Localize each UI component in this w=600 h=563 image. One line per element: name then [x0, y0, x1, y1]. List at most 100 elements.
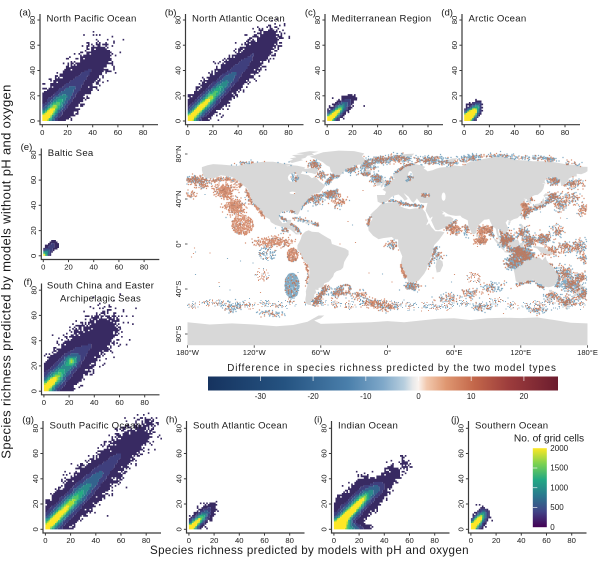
svg-text:60: 60 [29, 311, 38, 320]
svg-text:0: 0 [469, 536, 473, 545]
svg-text:80: 80 [140, 398, 149, 407]
svg-text:0: 0 [40, 128, 44, 137]
svg-text:0: 0 [31, 527, 40, 531]
svg-text:North Atlantic Ocean: North Atlantic Ocean [192, 14, 285, 25]
svg-text:60: 60 [456, 449, 465, 458]
svg-text:(h): (h) [166, 415, 178, 426]
svg-text:60°E: 60°E [446, 348, 463, 357]
svg-text:1000: 1000 [550, 483, 568, 492]
svg-text:40: 40 [510, 128, 519, 137]
svg-text:40: 40 [319, 475, 328, 484]
svg-text:(j): (j) [451, 415, 460, 426]
svg-text:20: 20 [485, 128, 494, 137]
svg-text:60: 60 [114, 128, 123, 137]
svg-text:10: 10 [467, 392, 476, 401]
svg-text:40: 40 [29, 201, 38, 210]
svg-text:20: 20 [29, 226, 38, 235]
svg-text:0: 0 [29, 254, 38, 258]
svg-text:Species richness predicted by: Species richness predicted by models wit… [0, 84, 14, 458]
svg-text:0: 0 [174, 527, 183, 531]
svg-text:20: 20 [66, 536, 75, 545]
svg-text:0: 0 [325, 128, 329, 137]
svg-text:80: 80 [561, 128, 570, 137]
svg-text:(e): (e) [21, 142, 33, 153]
svg-text:0: 0 [456, 527, 465, 531]
svg-text:0: 0 [550, 523, 555, 532]
svg-text:Arctic Ocean: Arctic Ocean [469, 14, 527, 25]
svg-text:40: 40 [313, 66, 322, 75]
svg-text:Archipelagic Seas: Archipelagic Seas [60, 294, 141, 305]
svg-text:60: 60 [405, 536, 414, 545]
svg-text:0: 0 [186, 128, 190, 137]
svg-text:60: 60 [259, 128, 268, 137]
svg-text:40: 40 [29, 336, 38, 345]
svg-text:20: 20 [63, 128, 72, 137]
svg-text:20: 20 [174, 500, 183, 509]
svg-text:80: 80 [29, 286, 38, 295]
svg-text:60: 60 [29, 176, 38, 185]
svg-text:60: 60 [115, 263, 124, 272]
svg-text:0: 0 [43, 536, 47, 545]
svg-text:180°E: 180°E [577, 348, 598, 357]
svg-text:20: 20 [520, 392, 529, 401]
svg-text:North Pacific Ocean: North Pacific Ocean [47, 14, 137, 25]
svg-text:80: 80 [140, 263, 149, 272]
svg-text:-30: -30 [255, 392, 267, 401]
svg-text:Indian Ocean: Indian Ocean [338, 421, 398, 432]
svg-text:80: 80 [430, 536, 439, 545]
svg-text:0: 0 [319, 527, 328, 531]
svg-text:South China and Easter: South China and Easter [47, 281, 155, 292]
svg-text:20: 20 [173, 92, 182, 101]
svg-text:60: 60 [542, 536, 551, 545]
svg-text:60: 60 [450, 41, 459, 50]
svg-text:40: 40 [380, 536, 389, 545]
svg-text:2000: 2000 [550, 444, 568, 453]
svg-text:South Atlantic Ocean: South Atlantic Ocean [193, 421, 288, 432]
svg-text:40°S: 40°S [174, 281, 183, 298]
svg-text:60: 60 [31, 449, 40, 458]
svg-text:60: 60 [117, 536, 126, 545]
svg-text:0: 0 [187, 536, 191, 545]
svg-text:(i): (i) [314, 415, 323, 426]
svg-text:180°W: 180°W [176, 348, 200, 357]
svg-text:0: 0 [313, 119, 322, 123]
svg-text:40: 40 [90, 398, 99, 407]
svg-text:Baltic Sea: Baltic Sea [48, 148, 94, 159]
svg-text:0: 0 [462, 128, 466, 137]
svg-text:Southern Ocean: Southern Ocean [475, 421, 548, 432]
svg-text:Mediterranean Region: Mediterranean Region [332, 14, 432, 25]
svg-text:20: 20 [209, 128, 218, 137]
svg-text:40: 40 [173, 66, 182, 75]
svg-text:40: 40 [450, 66, 459, 75]
svg-text:20: 20 [210, 536, 219, 545]
svg-text:40: 40 [31, 475, 40, 484]
svg-text:(b): (b) [165, 8, 177, 19]
svg-text:(g): (g) [22, 415, 34, 426]
svg-text:80: 80 [456, 424, 465, 433]
svg-text:120°W: 120°W [243, 348, 267, 357]
svg-text:60: 60 [319, 449, 328, 458]
svg-text:40: 40 [174, 475, 183, 484]
svg-text:40: 40 [456, 475, 465, 484]
svg-text:1500: 1500 [550, 464, 568, 473]
svg-text:20: 20 [64, 263, 73, 272]
svg-text:(d): (d) [441, 8, 453, 19]
svg-text:60: 60 [313, 41, 322, 50]
svg-text:80: 80 [173, 16, 182, 25]
svg-text:20: 20 [29, 362, 38, 371]
svg-text:(a): (a) [19, 8, 31, 19]
svg-text:120°E: 120°E [510, 348, 531, 357]
svg-text:20: 20 [65, 398, 74, 407]
svg-text:60: 60 [174, 449, 183, 458]
svg-text:80: 80 [319, 424, 328, 433]
svg-text:80: 80 [424, 128, 433, 137]
svg-text:0: 0 [29, 389, 38, 393]
svg-text:20: 20 [348, 128, 357, 137]
svg-text:80: 80 [142, 536, 151, 545]
svg-text:60: 60 [115, 398, 124, 407]
svg-text:80°N: 80°N [174, 146, 183, 163]
svg-text:80: 80 [284, 128, 293, 137]
svg-text:20: 20 [28, 92, 37, 101]
svg-text:0: 0 [332, 536, 336, 545]
svg-text:80: 80 [31, 424, 40, 433]
